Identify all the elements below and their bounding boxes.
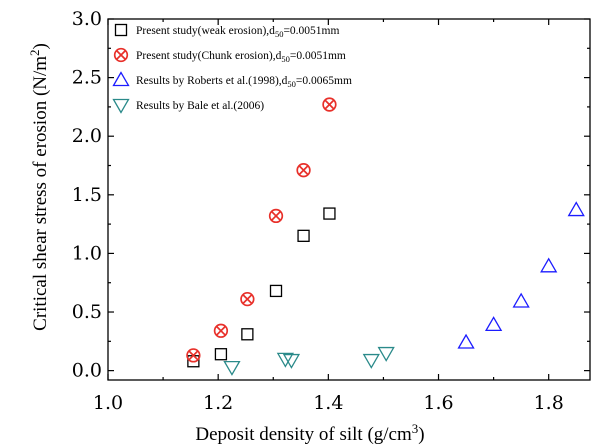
series-circle-x <box>186 97 337 363</box>
cross-stroke <box>298 165 309 176</box>
x-tick-label: 1.2 <box>203 392 233 414</box>
legend-item: Results by Roberts et al.(1998),d50=0.00… <box>112 71 352 89</box>
circle-marker-shape <box>113 47 129 63</box>
data-point <box>186 348 201 363</box>
y-tick-label: 1.5 <box>72 184 102 206</box>
legend-label: Results by Bale et al.(2006) <box>136 100 264 112</box>
y-tick-label: 1.0 <box>72 242 102 264</box>
data-point <box>240 291 255 307</box>
triangle-down-shape <box>282 353 301 369</box>
triangle-up-shape <box>112 71 130 87</box>
triangle-up-shape <box>567 201 585 217</box>
triangle-up-shape <box>484 316 503 332</box>
legend-label: Present study(Chunk erosion),d50=0.0051m… <box>136 50 346 64</box>
data-point <box>323 207 336 220</box>
cross-stroke <box>270 210 282 222</box>
cross-stroke <box>324 99 335 110</box>
plot-border <box>107 18 591 381</box>
legend-marker <box>112 98 130 114</box>
triangle-up-shape <box>540 257 558 273</box>
legend-marker <box>114 23 128 37</box>
circle-marker-shape <box>186 348 201 363</box>
data-point <box>296 163 311 178</box>
circle-marker-shape <box>296 163 311 178</box>
circle-marker-shape <box>213 323 229 338</box>
legend-item: Results by Bale et al.(2006) <box>112 98 264 114</box>
x-tick-label: 1.6 <box>423 392 453 414</box>
y-tick-label: 2.5 <box>72 67 102 89</box>
circle-marker-shape <box>240 291 255 307</box>
cross-stroke <box>242 293 253 305</box>
axis-ticks <box>107 18 590 380</box>
legend-label: Present study(weak erosion),d50=0.0051mm <box>136 25 339 39</box>
y-tick-label: 3.0 <box>72 8 102 30</box>
y-tick-label: 2.0 <box>72 125 102 147</box>
triangle-down-shape <box>223 360 241 376</box>
series-triangle-down <box>223 346 395 376</box>
data-point <box>377 346 395 362</box>
data-point <box>297 229 310 242</box>
x-tick-label: 1.8 <box>534 392 564 414</box>
data-point <box>241 328 254 341</box>
legend-marker <box>112 71 130 87</box>
series-triangle-up <box>457 201 585 349</box>
plot-frame <box>107 18 591 381</box>
data-point <box>567 201 585 217</box>
data-point <box>362 353 380 369</box>
axis-tick-labels: 1.0 1.2 1.4 1.6 1.8 0.0 0.5 1.0 1.5 2.0 2.5 3.0 <box>72 8 564 414</box>
data-point <box>214 348 228 361</box>
data-point <box>322 97 337 112</box>
x-tick-label: 1.4 <box>313 392 343 414</box>
legend-item: Present study(Chunk erosion),d50=0.0051m… <box>113 47 346 64</box>
y-tick-label: 0.5 <box>72 301 102 323</box>
data-point <box>512 292 530 308</box>
x-axis-label: Deposit density of silt (g/cm3) <box>195 421 424 445</box>
triangle-up-shape <box>512 292 530 308</box>
square-marker-shape <box>214 348 228 361</box>
square-marker-shape <box>323 207 336 220</box>
data-point <box>282 353 301 369</box>
data-point <box>269 284 283 298</box>
cross-stroke <box>115 49 127 61</box>
square-marker-shape <box>241 328 254 341</box>
square-marker-shape <box>269 284 283 298</box>
x-tick-label: 1.0 <box>93 392 123 414</box>
y-tick-label: 0.0 <box>72 360 102 382</box>
data-point <box>484 316 503 332</box>
data-point <box>268 208 284 224</box>
series-square <box>187 207 336 368</box>
legend-item: Present study(weak erosion),d50=0.0051mm <box>114 23 339 39</box>
square-marker-shape <box>114 23 128 37</box>
data-point <box>223 360 241 376</box>
data-point <box>276 352 295 368</box>
cross-stroke <box>188 350 199 361</box>
legend: Present study(weak erosion),d50=0.0051mm… <box>112 23 352 114</box>
legend-label: Results by Roberts et al.(1998),d50=0.00… <box>136 75 352 89</box>
triangle-down-shape <box>377 346 395 362</box>
legend-marker <box>113 47 129 63</box>
triangle-down-shape <box>112 98 130 114</box>
circle-marker-shape <box>268 208 284 224</box>
data-point <box>540 257 558 273</box>
data-point <box>213 323 229 338</box>
cross-stroke <box>215 325 227 336</box>
y-axis-label: Critical shear stress of erosion (N/m2) <box>27 43 51 331</box>
square-marker-shape <box>297 229 310 242</box>
circle-marker-shape <box>322 97 337 112</box>
data-markers <box>186 97 585 376</box>
triangle-down-shape <box>276 352 295 368</box>
triangle-up-shape <box>457 333 475 349</box>
triangle-down-shape <box>362 353 380 369</box>
data-point <box>457 333 475 349</box>
